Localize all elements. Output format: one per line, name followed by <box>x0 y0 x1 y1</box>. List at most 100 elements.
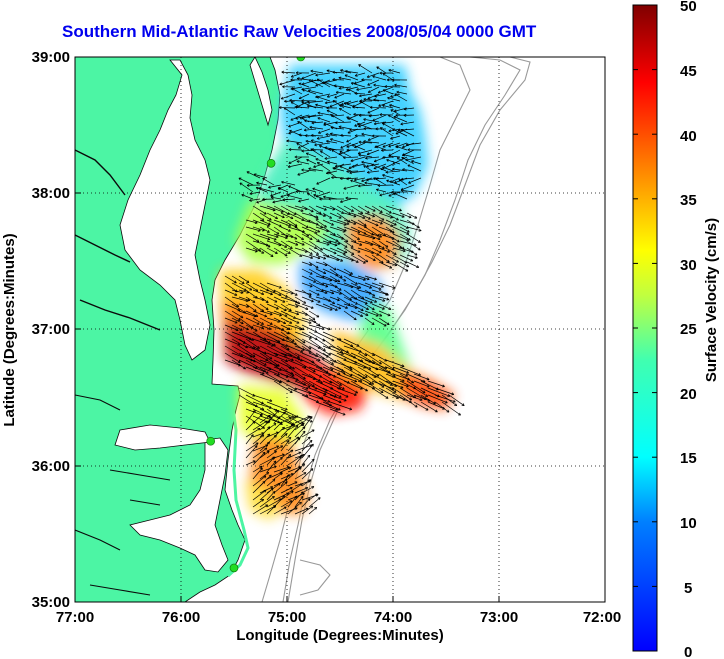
vector-arrowhead <box>312 444 314 447</box>
velocity-vector <box>301 443 314 459</box>
velocity-vector <box>259 496 275 508</box>
vector-arrowhead <box>355 301 358 305</box>
velocity-vector <box>322 394 342 403</box>
velocity-vector <box>364 240 381 248</box>
vector-arrowhead <box>363 97 367 100</box>
velocity-vector <box>245 310 259 317</box>
velocity-vector <box>322 352 337 363</box>
vector-arrowhead <box>294 106 298 109</box>
velocity-vector <box>301 261 313 266</box>
velocity-vector <box>329 408 346 416</box>
vector-arrowhead <box>315 104 318 107</box>
vector-arrowhead <box>310 284 313 287</box>
vector-arrowhead <box>289 99 292 102</box>
velocity-vector <box>311 134 324 137</box>
velocity-vector <box>259 247 274 257</box>
velocity-vector <box>280 191 296 198</box>
vector-arrowhead <box>309 444 312 448</box>
vector-arrowhead <box>357 230 361 234</box>
velocity-vector <box>385 219 397 226</box>
velocity-vector <box>322 212 332 219</box>
velocity-vector <box>371 317 387 327</box>
vector-arrowhead <box>253 173 257 175</box>
vector-arrowhead <box>288 131 291 134</box>
velocity-vector <box>294 507 309 515</box>
velocity-vector <box>252 324 264 329</box>
vector-arrowhead <box>382 300 386 302</box>
vector-arrowhead <box>373 293 376 297</box>
velocity-vector <box>294 317 312 324</box>
velocity-vector <box>364 296 377 303</box>
vector-arrowhead <box>284 237 288 240</box>
vector-arrowhead <box>338 407 341 411</box>
velocity-vector <box>349 170 366 174</box>
velocity-vector <box>364 226 380 237</box>
velocity-vector <box>252 296 265 301</box>
velocity-vector <box>238 310 257 317</box>
vector-arrowhead <box>281 71 284 74</box>
velocity-vector <box>317 135 331 140</box>
vector-arrowhead <box>326 139 329 142</box>
velocity-vector <box>343 219 357 225</box>
vector-arrowhead <box>321 82 325 85</box>
velocity-vector <box>308 310 320 318</box>
vector-arrowhead <box>332 209 335 211</box>
velocity-vector <box>382 122 394 130</box>
vector-arrowhead <box>255 366 258 369</box>
velocity-vector <box>294 310 308 316</box>
velocity-vector <box>338 77 352 81</box>
velocity-vector <box>331 149 345 158</box>
velocity-vector <box>294 359 316 373</box>
vector-arrowhead <box>324 271 327 274</box>
vector-arrowhead <box>306 307 309 310</box>
vector-arrowhead <box>339 151 342 154</box>
velocity-vector <box>373 99 387 102</box>
velocity-vector <box>294 496 304 508</box>
vector-arrowhead <box>301 168 304 171</box>
velocity-vector <box>364 219 379 227</box>
vector-arrowhead <box>278 415 281 419</box>
vector-arrowhead <box>311 440 313 443</box>
velocity-vector <box>280 473 294 480</box>
vector-arrowhead <box>326 244 330 246</box>
velocity-vector <box>324 100 338 104</box>
velocity-vector <box>389 104 401 109</box>
vector-arrowhead <box>338 76 342 78</box>
vector-arrowhead <box>316 181 319 185</box>
vector-arrowhead <box>346 149 350 152</box>
vector-arrowhead <box>339 177 343 179</box>
vector-arrowhead <box>406 268 409 272</box>
velocity-vector <box>277 187 289 193</box>
vector-arrowhead <box>394 390 397 393</box>
velocity-vector <box>315 282 329 287</box>
vector-arrowhead <box>295 306 299 308</box>
velocity-vector <box>315 254 326 260</box>
vector-arrowhead <box>234 280 237 284</box>
velocity-vector <box>294 456 302 466</box>
velocity-vector <box>405 156 422 161</box>
velocity-vector <box>287 366 306 380</box>
velocity-vector <box>259 205 276 211</box>
vector-arrowhead <box>238 308 241 311</box>
velocity-vector <box>336 233 349 243</box>
vector-arrowhead <box>394 180 397 184</box>
velocity-vector <box>238 177 254 186</box>
vector-arrowhead <box>310 443 314 446</box>
x-tick-labels: 77:00 76:00 75:00 74:00 73:00 72:00 <box>56 609 621 626</box>
velocity-vector <box>350 310 363 317</box>
velocity-vector <box>280 219 298 228</box>
vector-arrowhead <box>262 230 265 232</box>
velocity-vector <box>252 282 269 292</box>
velocity-vector <box>273 352 294 361</box>
vector-arrowhead <box>400 187 403 191</box>
vector-arrowhead <box>285 345 289 348</box>
vector-arrowhead <box>239 182 242 186</box>
barrier-islands <box>226 399 250 578</box>
vector-arrowhead <box>262 434 265 438</box>
vector-arrowhead <box>261 326 264 329</box>
vector-arrowhead <box>305 487 309 490</box>
velocity-vector <box>367 135 380 141</box>
vector-arrowhead <box>367 82 370 86</box>
vector-arrowhead <box>407 148 411 151</box>
velocity-vector <box>338 86 352 89</box>
